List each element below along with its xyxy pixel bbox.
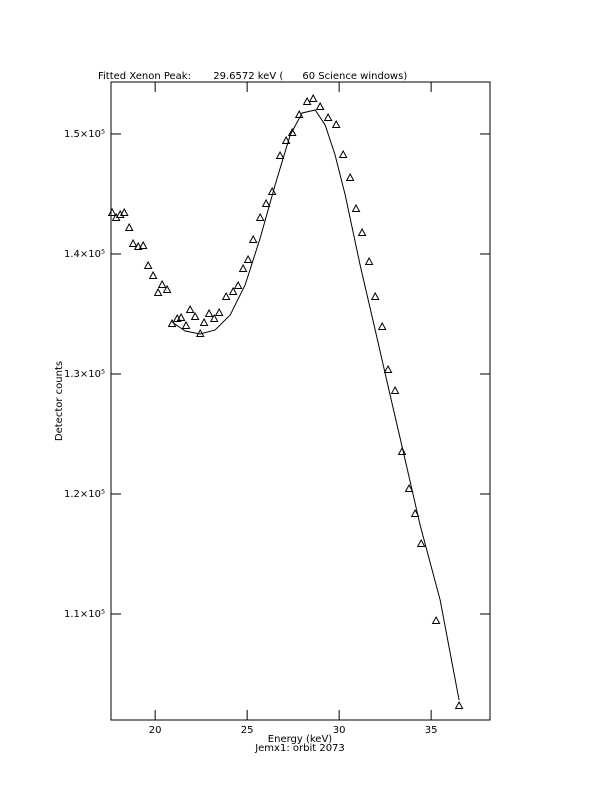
data-point xyxy=(128,238,138,247)
y-tick-label: 1.1×10⁵ xyxy=(64,609,105,620)
y-tick-label: 1.3×10⁵ xyxy=(64,369,105,380)
data-point xyxy=(133,241,143,250)
data-point xyxy=(228,286,238,295)
data-point xyxy=(181,320,191,329)
data-point xyxy=(176,312,186,321)
data-point xyxy=(331,119,341,128)
data-point xyxy=(209,313,219,322)
data-point xyxy=(153,287,163,296)
data-point xyxy=(345,172,355,181)
data-point xyxy=(148,270,158,279)
data-point xyxy=(157,279,167,288)
data-point xyxy=(275,150,285,159)
data-point xyxy=(287,127,297,136)
x-axis-label: Energy (keV) xyxy=(268,734,333,745)
data-point xyxy=(243,254,253,263)
y-axis-label: Detector counts xyxy=(54,361,65,441)
data-point xyxy=(204,308,214,317)
data-point xyxy=(404,483,414,493)
data-point xyxy=(199,317,209,326)
data-point xyxy=(308,93,318,102)
data-point xyxy=(221,291,231,300)
data-point xyxy=(124,222,134,231)
data-point xyxy=(351,203,361,212)
data-point xyxy=(370,291,380,300)
data-point xyxy=(338,149,348,158)
data-point xyxy=(107,207,117,216)
y-tick-label: 1.4×10⁵ xyxy=(64,249,105,260)
data-point xyxy=(377,321,387,330)
data-point xyxy=(238,263,248,272)
data-point xyxy=(233,280,243,289)
data-point xyxy=(390,385,400,395)
data-point xyxy=(315,101,325,110)
chart-title: Fitted Xenon Peak: 29.6572 keV ( 60 Scie… xyxy=(98,71,407,82)
data-point xyxy=(281,135,291,144)
data-point xyxy=(431,615,441,625)
plot-frame xyxy=(110,81,491,721)
subtitle: Jemx1: orbit 2073 xyxy=(254,743,345,754)
data-point xyxy=(383,364,393,373)
x-tick-label: 25 xyxy=(241,725,254,736)
data-point xyxy=(255,212,265,221)
data-point xyxy=(416,538,426,548)
data-point xyxy=(185,304,195,313)
data-point xyxy=(248,234,258,243)
data-point xyxy=(397,446,407,456)
data-point xyxy=(138,240,148,249)
x-tick-label: 35 xyxy=(425,725,438,736)
data-point xyxy=(357,227,367,236)
data-point xyxy=(214,307,224,316)
data-point xyxy=(410,508,420,518)
data-point xyxy=(364,256,374,265)
fit-line xyxy=(171,109,460,701)
y-tick-label: 1.2×10⁵ xyxy=(64,489,105,500)
data-point xyxy=(162,284,172,293)
data-point xyxy=(143,260,153,269)
data-point xyxy=(119,207,129,216)
data-point xyxy=(302,96,312,105)
x-tick-label: 20 xyxy=(149,725,162,736)
data-point xyxy=(323,112,333,121)
data-point xyxy=(261,198,271,207)
x-tick-label: 30 xyxy=(333,725,346,736)
y-tick-label: 1.5×10⁵ xyxy=(64,129,105,140)
data-point xyxy=(454,700,464,710)
data-point xyxy=(190,311,200,320)
